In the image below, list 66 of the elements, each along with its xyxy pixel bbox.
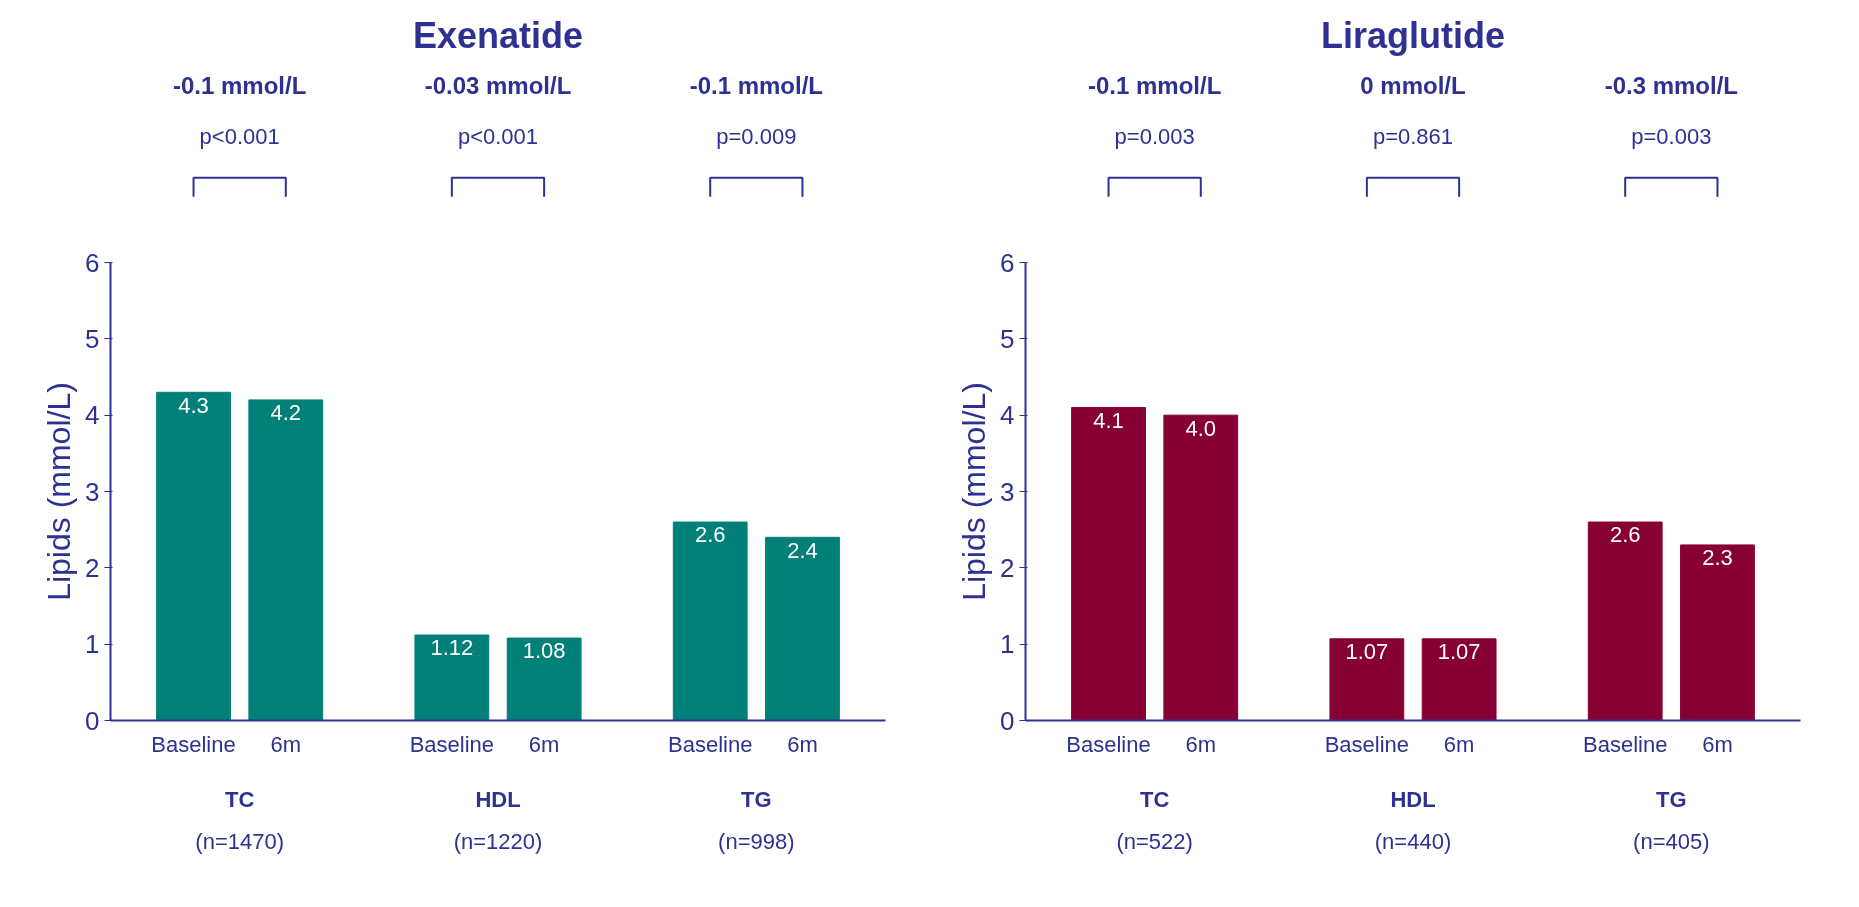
- y-tick-label: 0: [85, 705, 100, 736]
- text: -0.1 mmol/L: [1087, 72, 1222, 100]
- x-tick-label: Baseline: [151, 731, 236, 757]
- x-tick-label: Baseline: [1324, 731, 1410, 757]
- y-tick-label: 6: [85, 247, 100, 278]
- data-label: 4.3: [178, 392, 209, 418]
- text: (n=405): [1633, 829, 1710, 855]
- text: (n=998): [718, 829, 795, 855]
- text: p=0.003: [1631, 124, 1712, 149]
- y-tick-label: 2: [85, 552, 100, 583]
- data-label: 2.4: [787, 537, 818, 563]
- chart-title: Exenatide: [412, 14, 584, 56]
- text: TG: [741, 786, 772, 812]
- x-tick-label: Baseline: [668, 731, 753, 757]
- text: HDL: [475, 786, 521, 812]
- x-tick-label: 6m: [787, 731, 818, 757]
- x-tick-label: 6m: [528, 731, 560, 757]
- x-tick-label: 6m: [1443, 731, 1475, 757]
- data-label: 1.07: [1345, 639, 1389, 665]
- text: TG: [1656, 786, 1687, 812]
- text: -0.03 mmol/L: [424, 72, 572, 100]
- text: (n=440): [1374, 829, 1452, 855]
- text: p=0.003: [1114, 124, 1195, 149]
- data-label: 1.08: [522, 638, 566, 664]
- x-tick-label: Baseline: [1066, 731, 1151, 757]
- data-label: 4.1: [1093, 407, 1124, 433]
- text: HDL: [1390, 786, 1436, 812]
- text: -0.3 mmol/L: [1604, 72, 1739, 100]
- y-tick-label: 3: [1000, 476, 1015, 507]
- chart-title: Liraglutide: [1321, 14, 1506, 56]
- text: -0.1 mmol/L: [172, 72, 307, 100]
- y-tick-label: 5: [85, 323, 100, 354]
- y-tick-label: 4: [85, 400, 100, 431]
- y-tick-label: 3: [85, 476, 100, 507]
- text: 0 mmol/L: [1360, 72, 1466, 100]
- text: TC: [1140, 786, 1170, 812]
- data-label: 1.07: [1437, 639, 1481, 665]
- y-tick-label: 1: [1000, 629, 1015, 660]
- y-tick-label: 6: [1000, 247, 1015, 278]
- data-label: 2.6: [1609, 522, 1641, 548]
- text: p<0.001: [199, 124, 280, 149]
- data-label: 1.12: [430, 635, 474, 661]
- y-axis-title: Lipids (mmol/L): [956, 382, 993, 601]
- x-tick-label: 6m: [270, 731, 302, 757]
- text: (n=1220): [453, 829, 543, 855]
- y-tick-label: 5: [1000, 323, 1015, 354]
- y-axis-title: Lipids (mmol/L): [41, 382, 78, 601]
- data-label: 2.6: [694, 522, 726, 548]
- x-tick-label: Baseline: [409, 731, 495, 757]
- data-label: 4.2: [270, 400, 302, 426]
- text: TC: [225, 786, 255, 812]
- y-tick-label: 1: [85, 629, 100, 660]
- y-tick-label: 2: [1000, 552, 1015, 583]
- data-label: 4.0: [1185, 415, 1217, 441]
- x-tick-label: Baseline: [1583, 731, 1668, 757]
- text: (n=522): [1116, 829, 1193, 855]
- text: p=0.009: [716, 124, 797, 149]
- y-tick-label: 0: [1000, 705, 1015, 736]
- data-label: 2.3: [1702, 545, 1733, 571]
- text: p=0.861: [1372, 124, 1454, 149]
- x-tick-label: 6m: [1702, 731, 1733, 757]
- x-tick-label: 6m: [1185, 731, 1217, 757]
- text: p<0.001: [457, 124, 539, 149]
- y-tick-label: 4: [1000, 400, 1015, 431]
- text: -0.1 mmol/L: [689, 72, 824, 100]
- text: (n=1470): [195, 829, 285, 855]
